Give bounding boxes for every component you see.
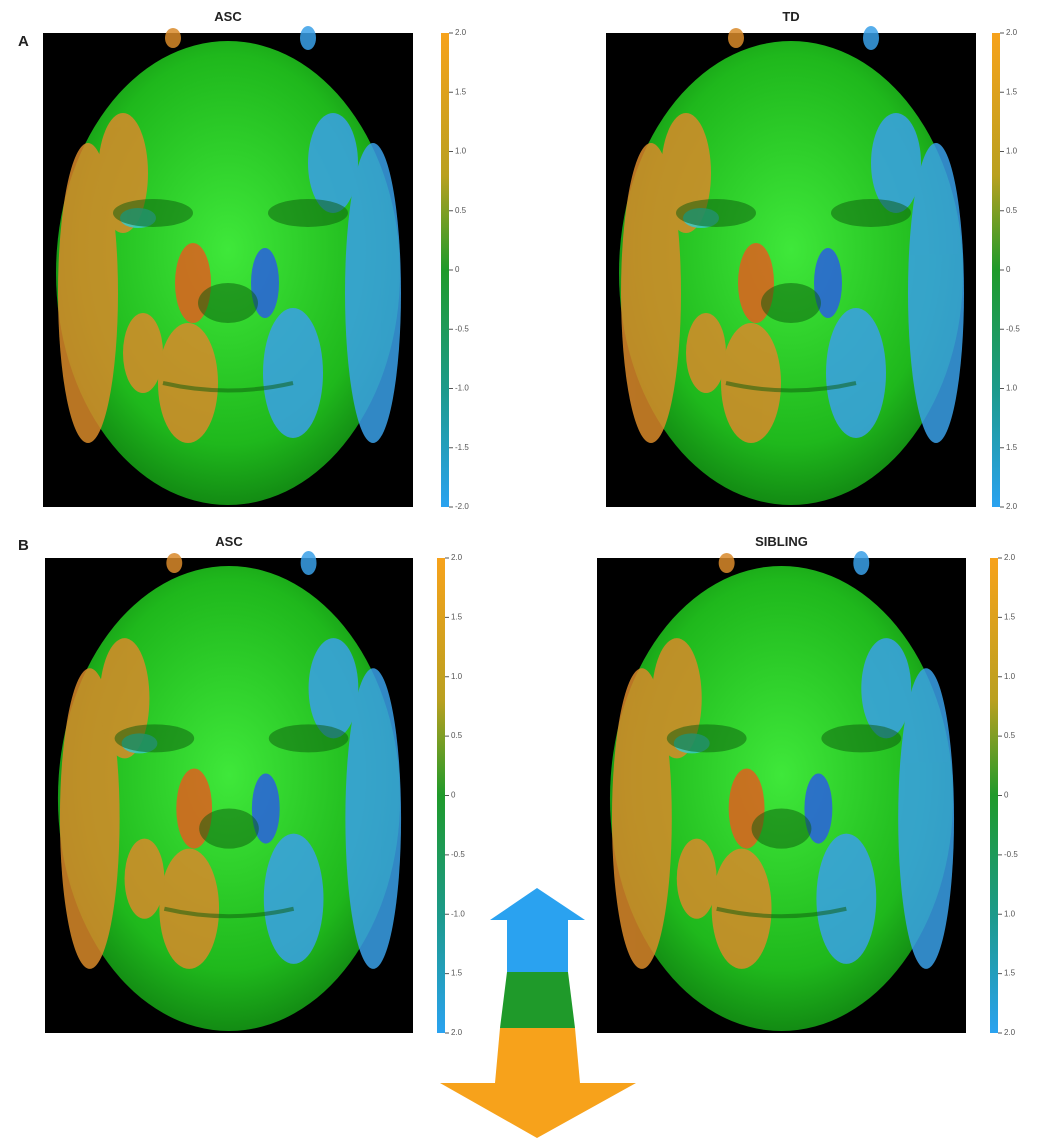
colorbar-tick-label: 0.5 bbox=[451, 731, 463, 740]
panel-title: TD bbox=[782, 9, 799, 24]
colorbar-tick-label: -0.5 bbox=[1004, 850, 1018, 859]
colorbar-tick-label: 1.0 bbox=[1006, 384, 1018, 393]
panel: TD 2.0 1.5 1.0 0.5 0 -0.5 1.0 1.5 2.0 bbox=[606, 9, 1020, 511]
colorbar bbox=[437, 558, 445, 1033]
colorbar-tick-label: 0 bbox=[1004, 791, 1009, 800]
face-map bbox=[606, 26, 976, 507]
colorbar-tick-label: 2.0 bbox=[455, 28, 467, 37]
colorbar-tick-label: 1.0 bbox=[451, 672, 463, 681]
colorbar-tick-label: 0 bbox=[455, 265, 460, 274]
face-map bbox=[597, 551, 966, 1033]
colorbar-tick-label: 1.0 bbox=[1006, 147, 1018, 156]
colorbar-tick-label: 2.0 bbox=[1004, 1028, 1016, 1037]
panel-title: ASC bbox=[214, 9, 242, 24]
colorbar-tick-label: 2.0 bbox=[451, 1028, 463, 1037]
panel: SIBLING 2.0 1.5 1.0 0.5 0 -0.5 1.0 1.5 2.0 bbox=[597, 534, 1018, 1037]
figure: A ASC 2.0 1.5 1.0 0.5 0 -0.5 -1.0 -1.5 -2.0 TD 2.0 1.… bbox=[0, 0, 1038, 1138]
panel: ASC 2.0 1.5 1.0 0.5 0 -0.5 -1.0 -1.5 -2.0 bbox=[43, 9, 469, 511]
colorbar-tick-label: 2.0 bbox=[1004, 553, 1016, 562]
colorbar-tick-label: -0.5 bbox=[451, 850, 465, 859]
colorbar-tick-label: 1.5 bbox=[1006, 87, 1018, 96]
colorbar-tick-label: 1.5 bbox=[1004, 969, 1016, 978]
colorbar-tick-label: 0 bbox=[1006, 265, 1011, 274]
colorbar-tick-label: -0.5 bbox=[1006, 324, 1020, 333]
colorbar-tick-label: -0.5 bbox=[455, 324, 469, 333]
colorbar-tick-label: 0.5 bbox=[455, 206, 467, 215]
panel-title: SIBLING bbox=[755, 534, 808, 549]
colorbar-tick-label: -2.0 bbox=[455, 502, 469, 511]
colorbar-tick-label: 0.5 bbox=[1006, 206, 1018, 215]
colorbar-tick-label: 1.5 bbox=[451, 969, 463, 978]
colorbar bbox=[990, 558, 998, 1033]
colorbar bbox=[441, 33, 449, 507]
colorbar-tick-label: -1.0 bbox=[451, 909, 465, 918]
colorbar-tick-label: -1.5 bbox=[455, 443, 469, 452]
colorbar-tick-label: 0.5 bbox=[1004, 731, 1016, 740]
colorbar-tick-label: 0 bbox=[451, 791, 456, 800]
colorbar bbox=[992, 33, 1000, 507]
face-map bbox=[43, 26, 413, 507]
colorbar-tick-label: 1.5 bbox=[451, 612, 463, 621]
colorbar-tick-label: 2.0 bbox=[451, 553, 463, 562]
colorbar-tick-label: 2.0 bbox=[1006, 28, 1018, 37]
colorbar-tick-label: 1.5 bbox=[455, 87, 467, 96]
face-map bbox=[45, 551, 413, 1033]
colorbar-tick-label: -1.0 bbox=[455, 384, 469, 393]
colorbar-tick-label: 1.5 bbox=[1006, 443, 1018, 452]
colorbar-tick-label: 1.0 bbox=[455, 147, 467, 156]
colorbar-tick-label: 2.0 bbox=[1006, 502, 1018, 511]
colorbar-tick-label: 1.0 bbox=[1004, 909, 1016, 918]
row-label: B bbox=[18, 537, 29, 554]
panel-title: ASC bbox=[215, 534, 243, 549]
panel: ASC 2.0 1.5 1.0 0.5 0 -0.5 -1.0 1.5 2.0 bbox=[45, 534, 465, 1037]
colorbar-tick-label: 1.0 bbox=[1004, 672, 1016, 681]
colorbar-tick-label: 1.5 bbox=[1004, 612, 1016, 621]
row-label: A bbox=[18, 33, 29, 50]
